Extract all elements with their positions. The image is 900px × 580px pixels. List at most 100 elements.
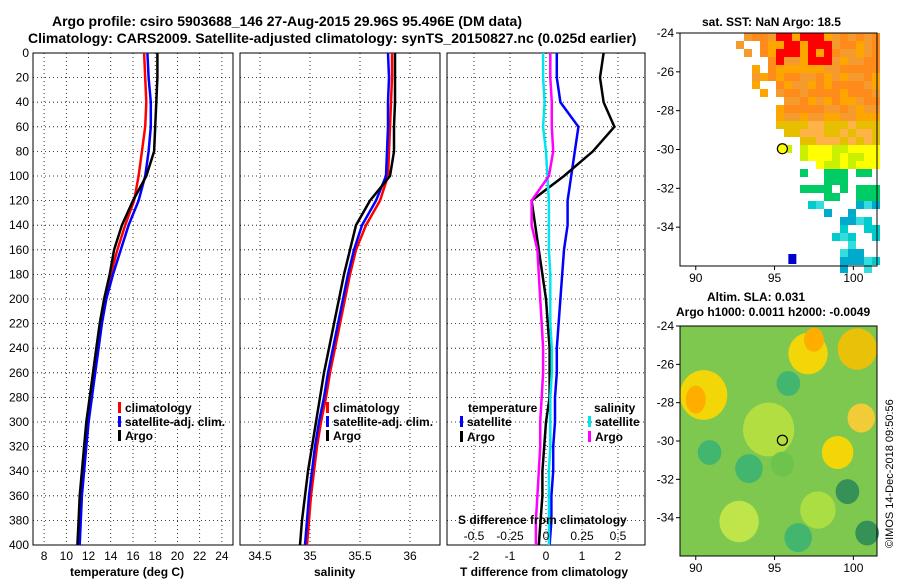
x-tick-label: 18 (149, 549, 163, 563)
legend-label: climatology (333, 401, 400, 415)
legend-swatch (326, 416, 329, 427)
sst-cell (824, 185, 832, 193)
sst-cell (744, 49, 752, 57)
sst-cell (832, 49, 840, 57)
sst-cell (872, 153, 880, 161)
sst-cell (776, 57, 784, 65)
sla-blob (855, 520, 879, 546)
depth-tick-label: 220 (9, 317, 29, 331)
sst-cell (792, 41, 800, 49)
legend-swatch (118, 416, 121, 427)
sst-cell (800, 33, 808, 41)
sst-cell (816, 33, 824, 41)
x-tick-label: 35.5 (348, 549, 372, 563)
depth-tick-label: 40 (16, 95, 30, 109)
sst-cell (800, 49, 808, 57)
legend-label: satellite-adj. clim. (125, 415, 225, 429)
sst-cell (848, 161, 856, 169)
sst-cell (776, 105, 784, 113)
sst-cell (864, 105, 872, 113)
sst-cell (848, 81, 856, 89)
sst-cell (864, 73, 872, 81)
sst-cell (808, 105, 816, 113)
sst-cell (840, 265, 848, 273)
sst-cell (800, 145, 808, 153)
sst-cell (832, 105, 840, 113)
sst-cell (840, 169, 848, 177)
sst-cell (816, 41, 824, 49)
x-tick-label: 20 (171, 549, 185, 563)
depth-tick-label: 180 (9, 267, 29, 281)
sst-cell (848, 217, 856, 225)
sst-cell (856, 169, 864, 177)
x-tick-label: 10 (60, 549, 74, 563)
s-diff-tick-label: -0.5 (464, 529, 485, 543)
depth-tick-label: 360 (9, 489, 29, 503)
sst-cell (808, 49, 816, 57)
temperature-panel: 8 10 12 14 16 18 20 22 2402040608010012014016018… (9, 46, 234, 563)
sla-blob (803, 327, 824, 352)
sst-cell (832, 97, 840, 105)
sst-cell (856, 193, 864, 201)
sst-cell (824, 105, 832, 113)
sst-cell (824, 57, 832, 65)
sst-cell (864, 137, 872, 145)
sst-cell (816, 65, 824, 73)
sst-cell (872, 65, 880, 73)
sst-cell (784, 49, 792, 57)
sst-cell (784, 57, 792, 65)
sst-cell (800, 57, 808, 65)
s-diff-tick-label: -0.25 (496, 529, 524, 543)
sst-cell (760, 89, 768, 97)
sst-cell (816, 121, 824, 129)
sst-cell (872, 185, 880, 193)
sst-cell (856, 153, 864, 161)
sst-cell (832, 153, 840, 161)
sst-cell (872, 193, 880, 201)
series-line-argo (298, 53, 397, 546)
title-line-1: Argo profile: csiro 5903688_146 27-Aug-2… (52, 13, 522, 29)
sst-cell (816, 57, 824, 65)
sst-cell (816, 161, 824, 169)
lon-tick-label: 100 (843, 561, 863, 575)
s-difference-label: S difference from climatology (458, 513, 627, 527)
sst-cell (808, 145, 816, 153)
sst-cell (856, 129, 864, 137)
lat-tick-label: -26 (657, 357, 675, 371)
sst-cell (824, 89, 832, 97)
sst-cell (848, 209, 856, 217)
sst-cell (768, 33, 776, 41)
legend-swatch (460, 416, 463, 427)
sst-cell (800, 137, 808, 145)
sst-cell (824, 177, 832, 185)
argo-float-marker (776, 143, 788, 155)
sst-cell (856, 257, 864, 265)
lat-tick-label: -28 (657, 104, 675, 118)
sst-cell (808, 81, 816, 89)
sst-cell (800, 153, 808, 161)
sla-blob (821, 435, 854, 470)
sst-cell (848, 257, 856, 265)
x-tick-label: 35 (303, 549, 317, 563)
legend-swatch (326, 402, 329, 413)
legend-swatch (588, 416, 591, 427)
series-line-satellite-adj-clim- (78, 52, 153, 546)
sla-blob (784, 523, 812, 553)
sst-cell (816, 105, 824, 113)
series-line-temperature-argo (530, 52, 616, 546)
sst-cell (872, 73, 880, 81)
sst-cell (864, 41, 872, 49)
sst-cell (752, 65, 760, 73)
sst-cell (856, 73, 864, 81)
sla-blob (800, 491, 836, 529)
sst-cell (832, 89, 840, 97)
sst-cell (864, 49, 872, 57)
sst-cell (792, 121, 800, 129)
sst-cell (872, 57, 880, 65)
sst-cell (824, 41, 832, 49)
sst-cell (800, 113, 808, 121)
x-tick-label: 14 (104, 549, 118, 563)
sst-cell (800, 65, 808, 73)
sst-map: -24 -26 -28 -30 -32 -34 90 95 100 (657, 26, 880, 285)
